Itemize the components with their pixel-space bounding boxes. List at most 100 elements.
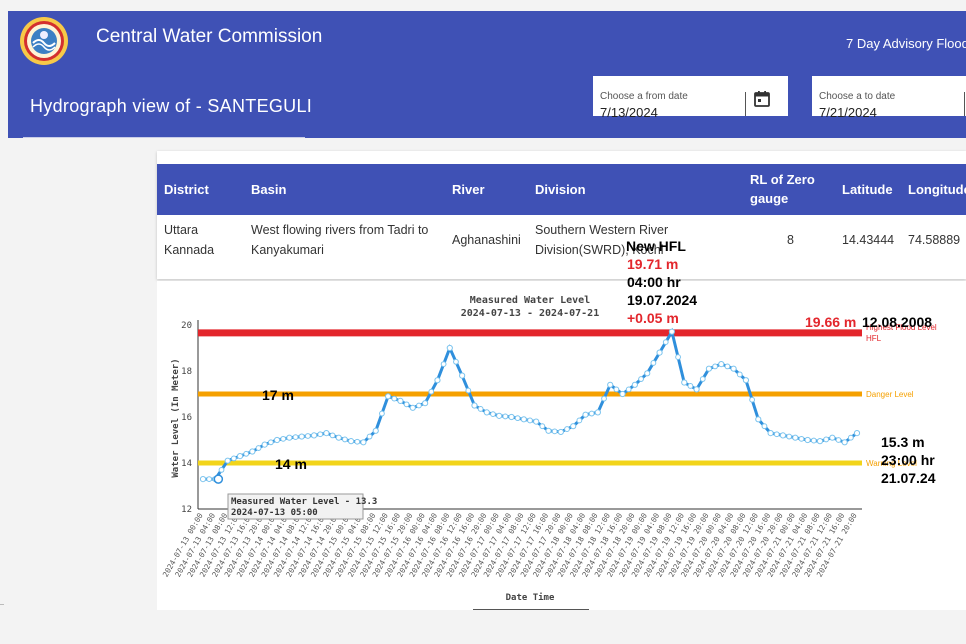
series-point[interactable] (687, 383, 694, 389)
series-point[interactable] (236, 453, 244, 460)
series-point[interactable] (681, 379, 688, 386)
series-point[interactable] (557, 428, 564, 436)
series-point[interactable] (453, 358, 459, 365)
series-point[interactable] (409, 404, 416, 411)
series-point[interactable] (416, 402, 422, 409)
series-point[interactable] (631, 381, 638, 388)
series-point[interactable] (243, 450, 250, 457)
series-point[interactable] (564, 426, 570, 432)
series-point[interactable] (693, 386, 700, 393)
series-point[interactable] (736, 371, 743, 378)
series-point[interactable] (625, 386, 632, 393)
series-point[interactable] (823, 436, 830, 443)
series-point[interactable] (440, 361, 447, 368)
to-date-input[interactable]: 7/21/2024 (819, 105, 877, 120)
from-date-field[interactable]: Choose a from date 7/13/2024 (593, 76, 788, 120)
series-point[interactable] (835, 437, 842, 443)
series-point[interactable] (255, 445, 262, 451)
series-point[interactable] (206, 476, 213, 483)
series-point[interactable] (638, 376, 644, 382)
series-point[interactable] (730, 365, 737, 372)
series-point[interactable] (403, 401, 410, 408)
series-point[interactable] (656, 349, 663, 356)
series-point[interactable] (755, 416, 762, 423)
series-point[interactable] (767, 430, 774, 437)
series-point[interactable] (267, 439, 274, 446)
series-point[interactable] (804, 436, 811, 444)
series-point[interactable] (798, 435, 805, 442)
series-point[interactable] (347, 438, 355, 445)
series-point[interactable] (273, 436, 281, 444)
series-point[interactable] (261, 441, 268, 448)
series-point[interactable] (304, 433, 311, 439)
series-point[interactable] (298, 433, 305, 440)
series-point[interactable] (816, 438, 824, 445)
series-point[interactable] (323, 430, 330, 437)
series-point[interactable] (520, 416, 527, 423)
series-point[interactable] (280, 435, 287, 442)
series-point[interactable] (286, 434, 293, 441)
series-point[interactable] (588, 410, 595, 417)
series-point[interactable] (601, 395, 607, 402)
series-point[interactable] (650, 360, 657, 366)
series-point[interactable] (422, 400, 429, 407)
series-point[interactable] (705, 365, 713, 372)
series-point[interactable] (465, 387, 472, 394)
series-point[interactable] (292, 434, 299, 441)
series-point[interactable] (335, 434, 342, 441)
series-point[interactable] (712, 363, 718, 370)
series-point[interactable] (718, 361, 725, 368)
series-point[interactable] (539, 423, 546, 430)
series-point[interactable] (508, 413, 515, 421)
series-point[interactable] (317, 431, 324, 438)
series-point[interactable] (397, 397, 404, 404)
series-point[interactable] (545, 427, 552, 434)
series-point[interactable] (570, 423, 577, 430)
series-point[interactable] (477, 406, 484, 412)
series-point[interactable] (360, 439, 367, 446)
series-point[interactable] (662, 339, 669, 346)
series-point[interactable] (218, 467, 225, 473)
series-point[interactable] (607, 381, 614, 388)
series-point[interactable] (724, 363, 731, 370)
series-point[interactable] (502, 413, 509, 420)
series-point[interactable] (379, 410, 385, 417)
series-point[interactable] (675, 354, 681, 360)
series-point[interactable] (366, 433, 373, 440)
series-point[interactable] (527, 417, 533, 424)
series-point[interactable] (749, 396, 756, 403)
series-point[interactable] (459, 372, 466, 379)
advisory-flood-link[interactable]: 7 Day Advisory Flood (846, 36, 966, 51)
calendar-icon[interactable] (753, 90, 771, 108)
series-point[interactable] (668, 328, 676, 335)
series-point[interactable] (310, 432, 318, 439)
series-point[interactable] (847, 434, 854, 441)
series-point[interactable] (514, 415, 521, 422)
series-point[interactable] (699, 376, 706, 382)
series-point[interactable] (551, 428, 558, 435)
series-point[interactable] (613, 386, 620, 393)
highlighted-point[interactable] (213, 474, 224, 484)
from-date-input[interactable]: 7/13/2024 (600, 105, 658, 120)
series-point[interactable] (471, 402, 478, 409)
series-point[interactable] (372, 427, 379, 434)
series-point[interactable] (619, 390, 626, 398)
series-point[interactable] (496, 412, 503, 419)
series-point[interactable] (446, 344, 453, 352)
series-point[interactable] (483, 409, 490, 416)
series-point[interactable] (594, 409, 601, 416)
series-point[interactable] (354, 438, 361, 445)
series-point[interactable] (342, 436, 348, 443)
to-date-field[interactable]: Choose a to date 7/21/2024 (812, 76, 966, 120)
series-point[interactable] (533, 418, 540, 425)
series-point[interactable] (490, 411, 496, 418)
series-point[interactable] (792, 434, 799, 441)
series-point[interactable] (384, 393, 392, 400)
series-point[interactable] (434, 377, 441, 384)
series-point[interactable] (329, 432, 336, 439)
series-point[interactable] (582, 411, 589, 418)
series-point[interactable] (829, 434, 836, 441)
series-point[interactable] (779, 432, 787, 439)
series-point[interactable] (644, 370, 651, 377)
series-point[interactable] (810, 437, 817, 444)
